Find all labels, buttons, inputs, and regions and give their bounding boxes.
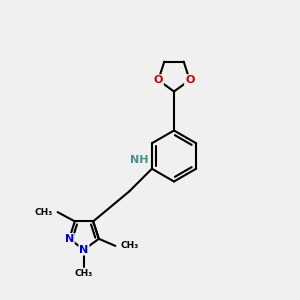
Text: CH₃: CH₃ xyxy=(75,268,93,278)
Text: O: O xyxy=(185,75,194,85)
Text: N: N xyxy=(80,244,88,255)
Text: CH₃: CH₃ xyxy=(121,242,139,250)
Text: N: N xyxy=(64,234,74,244)
Text: NH: NH xyxy=(130,155,148,165)
Text: CH₃: CH₃ xyxy=(35,208,53,217)
Text: O: O xyxy=(154,75,163,85)
